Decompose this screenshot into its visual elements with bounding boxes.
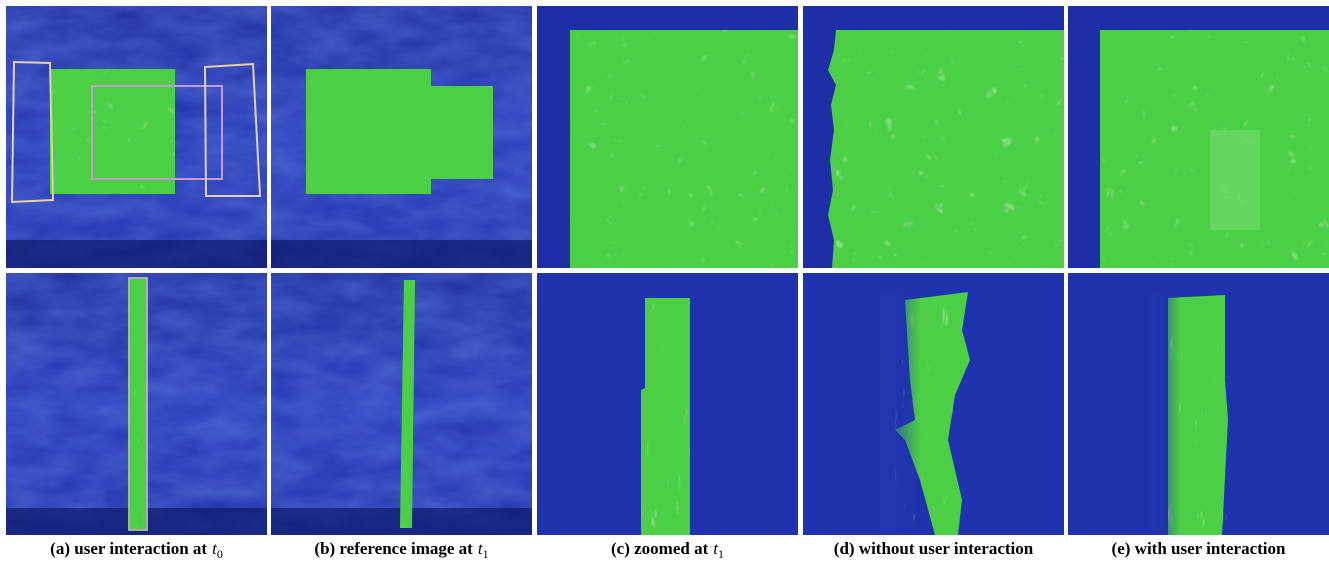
caption-sub: 0	[217, 547, 223, 561]
caption-text: (e) with user interaction	[1112, 539, 1286, 558]
caption-sub: 1	[483, 547, 489, 561]
caption-sub: 1	[718, 547, 724, 561]
caption: (e) with user interaction	[1112, 539, 1286, 558]
figure: (a) user interaction att0 (b) reference i…	[0, 0, 1329, 561]
caption-text: (a) user interaction at	[50, 539, 207, 558]
caption: (d) without user interaction	[834, 539, 1034, 558]
caption-text: (c) zoomed at	[611, 539, 709, 558]
caption-text: (b) reference image at	[314, 539, 473, 558]
caption-text: (d) without user interaction	[834, 539, 1034, 558]
